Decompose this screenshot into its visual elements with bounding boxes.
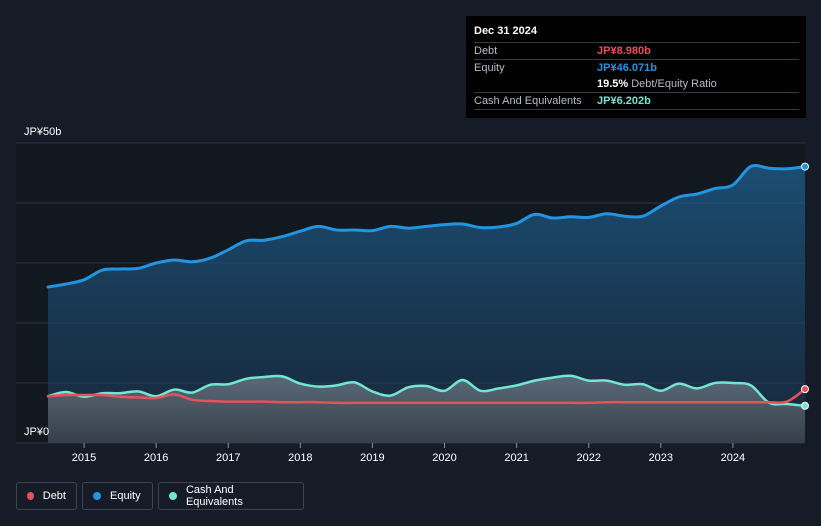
tooltip-date: Dec 31 2024 [474, 25, 537, 37]
x-tick-label-2023: 2023 [649, 452, 673, 464]
x-axis-ticks: 2015 2016 2017 2018 2019 2020 2021 2022 2023 2024 [72, 443, 745, 464]
x-tick-label-2016: 2016 [144, 452, 168, 464]
y-axis-bottom-label: JP¥0 [24, 426, 49, 438]
cash-dot-icon [169, 492, 177, 500]
x-tick-label-2020: 2020 [432, 452, 456, 464]
series-endpoints [801, 162, 809, 410]
legend-debt-label: Debt [42, 490, 66, 502]
tooltip-equity-label: Equity [474, 62, 505, 74]
tooltip-debt-value: JP¥8.980b [597, 45, 651, 57]
x-tick-label-2017: 2017 [216, 452, 240, 464]
legend-item-cash[interactable]: Cash And Equivalents [158, 482, 304, 510]
tooltip-cash-value: JP¥6.202b [597, 95, 651, 107]
debt-line [46, 387, 807, 405]
cash-line [46, 374, 807, 408]
tooltip-equity-value: JP¥46.071b [597, 62, 657, 74]
debt-endpoint [801, 385, 809, 394]
legend-cash-label: Cash And Equivalents [185, 484, 243, 508]
x-tick-label-2019: 2019 [360, 452, 384, 464]
tooltip-row-cash: Cash And Equivalents JP¥6.202b [474, 92, 799, 110]
equity-dot-icon [93, 492, 101, 500]
series-areas [48, 165, 805, 443]
debt-dot-icon [27, 492, 34, 500]
legend-item-equity[interactable]: Equity [82, 482, 153, 510]
tooltip-row-debt: Debt JP¥8.980b [474, 42, 799, 59]
equity-line [46, 163, 807, 289]
equity-area [48, 165, 805, 443]
legend-equity-label: Equity [110, 490, 141, 502]
x-tick-label-2018: 2018 [288, 452, 312, 464]
tooltip-row-equity: Equity JP¥46.071b [474, 59, 799, 76]
tooltip-debt-label: Debt [474, 45, 498, 57]
tooltip-row-ratio: 19.5% Debt/Equity Ratio [474, 76, 799, 92]
x-tick-label-2022: 2022 [576, 452, 600, 464]
tooltip-cash-label: Cash And Equivalents [474, 95, 582, 107]
equity-endpoint [801, 162, 809, 171]
tooltip-ratio-value: 19.5% [597, 78, 629, 90]
legend-item-debt[interactable]: Debt [16, 482, 77, 510]
tooltip-ratio-spacer [474, 76, 597, 92]
x-tick-label-2024: 2024 [721, 452, 745, 464]
cash-area [48, 375, 805, 443]
tooltip-ratio-label: Debt/Equity Ratio [631, 78, 717, 90]
cash-endpoint [801, 401, 809, 410]
x-tick-label-2021: 2021 [504, 452, 528, 464]
tooltip-panel: Dec 31 2024 Debt JP¥8.980b Equity JP¥46.… [466, 16, 806, 118]
series-lines [46, 163, 807, 408]
y-axis-top-label: JP¥50b [24, 126, 61, 138]
x-tick-label-2015: 2015 [72, 452, 96, 464]
